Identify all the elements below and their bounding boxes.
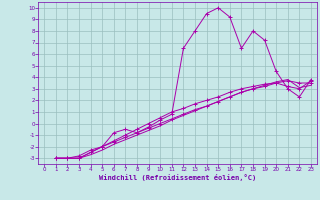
X-axis label: Windchill (Refroidissement éolien,°C): Windchill (Refroidissement éolien,°C) — [99, 174, 256, 181]
